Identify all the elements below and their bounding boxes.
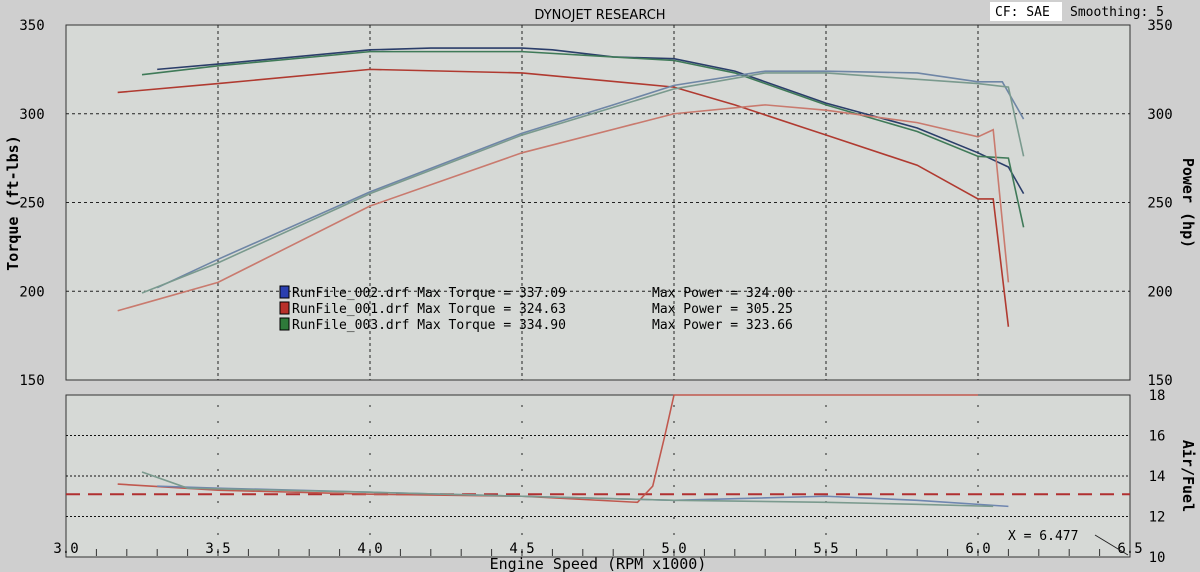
afr-tick-label: 16: [1149, 429, 1166, 445]
chart-title: DYNOJET RESEARCH: [534, 8, 665, 23]
legend-swatch: [279, 301, 290, 315]
x-axis-label: Engine Speed (RPM x1000): [490, 555, 707, 572]
afr-curve: [117, 394, 978, 504]
legend-max-power: Max Power = 305.25: [652, 302, 793, 317]
y-tick-label-right: 150: [1147, 373, 1172, 389]
dyno-curve: [141, 72, 1025, 294]
afr-tick-label: 14: [1149, 469, 1166, 485]
y-tick-label-right: 200: [1147, 284, 1172, 300]
y-tick-label-left: 200: [19, 284, 44, 300]
afr-tick-label: 12: [1149, 510, 1166, 526]
y-tick-label-left: 350: [19, 18, 44, 34]
cursor-annotation: X = 6.477: [1008, 529, 1078, 544]
annotation-pointer: [1094, 534, 1129, 556]
afr-tick-label: 18: [1149, 388, 1166, 404]
dyno-curve: [117, 68, 1010, 327]
y-tick-label-left: 250: [19, 196, 44, 212]
dyno-curve: [157, 47, 1025, 195]
legend-entry: RunFile_001.drf Max Torque = 324.63: [292, 302, 566, 317]
cf-badge-bg: [990, 2, 1062, 21]
y-tick-label-left: 150: [19, 373, 44, 389]
y-tick-label-left: 300: [19, 107, 44, 123]
legend-swatch: [279, 317, 290, 331]
legend-max-power: Max Power = 324.00: [652, 286, 793, 301]
legend-swatch: [279, 285, 290, 299]
legend-entry: RunFile_003.drf Max Torque = 334.90: [292, 318, 566, 333]
cf-badge: CF: SAE: [995, 5, 1050, 20]
afr-tick-label: 10: [1149, 550, 1166, 566]
y-axis-label-left: Torque (ft-lbs): [4, 135, 22, 270]
legend-entry: RunFile_002.drf Max Torque = 337.09: [292, 286, 566, 301]
dyno-curve: [117, 104, 1010, 312]
legend-max-power: Max Power = 323.66: [652, 318, 793, 333]
smoothing-label: Smoothing: 5: [1070, 5, 1164, 20]
afr-curve: [141, 471, 994, 508]
y-tick-label-right: 250: [1147, 196, 1172, 212]
dyno-curve: [156, 70, 1025, 289]
dyno-curve: [141, 50, 1025, 228]
y-tick-label-right: 300: [1147, 107, 1172, 123]
y-axis-label-right: Power (hp): [1179, 158, 1197, 248]
main-plot-area: [65, 24, 1131, 381]
y-tick-label-right: 350: [1147, 18, 1172, 34]
afr-axis-label: Air/Fuel: [1179, 440, 1197, 512]
